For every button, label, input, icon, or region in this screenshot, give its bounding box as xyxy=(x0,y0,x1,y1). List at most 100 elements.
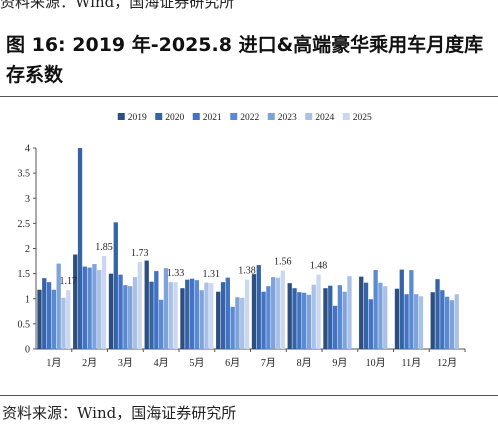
top-divider xyxy=(0,96,498,97)
bar-2020 xyxy=(149,281,154,349)
bar-2024 xyxy=(347,276,352,349)
x-tick-label: 3月 xyxy=(118,357,133,369)
bar-2022 xyxy=(230,306,235,349)
data-label: 1.33 xyxy=(167,268,185,279)
y-tick-label: 2.5 xyxy=(18,219,31,230)
bar-2025 xyxy=(316,274,321,349)
legend-swatch-2021 xyxy=(192,113,200,120)
bar-2019 xyxy=(108,273,114,350)
y-tick-label: 0.5 xyxy=(18,319,31,330)
bar-2021 xyxy=(368,299,373,349)
x-tick-label: 9月 xyxy=(332,357,347,369)
bar-2019 xyxy=(37,289,42,349)
bar-2025 xyxy=(66,290,71,349)
bar-2020 xyxy=(256,265,261,349)
bar-2024 xyxy=(168,282,173,349)
bar-2024 xyxy=(240,297,245,349)
bar-2024 xyxy=(204,282,209,349)
bar-2023 xyxy=(128,286,133,349)
bar-2022 xyxy=(87,267,92,349)
legend-swatch-2022 xyxy=(230,113,238,120)
legend-swatch-2023 xyxy=(267,113,275,120)
bar-2024 xyxy=(383,286,388,349)
bar-2023 xyxy=(342,291,347,349)
bar-2021 xyxy=(46,282,52,349)
bar-2022 xyxy=(301,292,307,349)
bar-2020 xyxy=(185,279,190,349)
bar-2025 xyxy=(101,256,107,349)
y-tick-label: 4 xyxy=(25,144,30,155)
data-label: 1.85 xyxy=(95,242,113,253)
legend-label: 2024 xyxy=(315,113,334,123)
bar-2023 xyxy=(414,294,419,349)
bar-2019 xyxy=(144,260,149,349)
bar-2020 xyxy=(77,148,83,349)
data-label: 1.17 xyxy=(60,276,78,287)
bar-2019 xyxy=(73,254,78,349)
bar-2025 xyxy=(244,279,250,349)
bar-2023 xyxy=(306,294,312,349)
bar-2019 xyxy=(287,283,292,349)
legend-swatch-2019 xyxy=(117,113,125,120)
y-tick-label: 1 xyxy=(25,294,30,305)
bar-2024 xyxy=(311,284,316,349)
legend-label: 2021 xyxy=(203,113,222,123)
bar-2024 xyxy=(454,294,459,349)
y-tick-label: 3 xyxy=(25,194,30,205)
bar-2021 xyxy=(154,271,159,349)
bar-2019 xyxy=(251,274,257,349)
bar-2020 xyxy=(220,282,226,349)
bar-2023 xyxy=(199,290,204,349)
y-tick-label: 1.5 xyxy=(18,269,31,280)
bar-2019 xyxy=(180,288,185,349)
bar-2023 xyxy=(378,282,383,349)
bar-2023 xyxy=(235,297,240,349)
x-tick-label: 8月 xyxy=(297,357,312,369)
y-tick-label: 2 xyxy=(25,244,30,255)
bar-2022 xyxy=(337,285,343,349)
x-tick-label: 11月 xyxy=(402,357,422,369)
bottom-divider xyxy=(0,395,498,396)
x-tick-label: 10月 xyxy=(366,357,386,369)
bar-2025 xyxy=(280,270,285,349)
bar-2021 xyxy=(297,292,302,349)
bar-2021 xyxy=(404,294,409,349)
bar-2022 xyxy=(123,285,128,349)
x-tick-label: 5月 xyxy=(189,357,204,369)
bar-2021 xyxy=(332,305,338,349)
bar-2022 xyxy=(373,270,378,349)
bar-chart: 0 0.5 1 1.5 2 2.5 3 3.5 4 1月 2月 3月 4月 5月 6月 7月 8月 9月 10月 11… xyxy=(18,113,466,369)
legend-swatch-2025 xyxy=(342,113,350,120)
y-tick-label: 0 xyxy=(25,345,30,356)
bar-2023 xyxy=(56,263,61,349)
bar-2022 xyxy=(51,289,57,349)
bar-2020 xyxy=(328,285,333,349)
bar-2025 xyxy=(209,283,214,349)
bar-2024 xyxy=(132,277,138,349)
bar-2025 xyxy=(137,262,142,349)
x-tick-label: 2月 xyxy=(82,357,97,369)
bar-2019 xyxy=(216,291,221,349)
bar-2022 xyxy=(194,280,200,349)
source-note-top: 资料来源：Wind，国海证券研究所 xyxy=(0,0,235,11)
legend-swatch-2024 xyxy=(305,113,313,120)
bar-2022 xyxy=(266,286,271,349)
bar-2020 xyxy=(42,278,47,349)
bar-2024 xyxy=(61,297,66,349)
data-label: 1.31 xyxy=(203,269,221,280)
legend-swatch-2020 xyxy=(155,113,163,120)
bar-2021 xyxy=(440,290,445,349)
x-tick-label: 6月 xyxy=(225,357,240,369)
source-note-bottom: 资料来源：Wind，国海证券研究所 xyxy=(2,404,237,422)
figure-title: 图 16: 2019 年-2025.8 进口&高端豪华乘用车月度库存系数 xyxy=(6,34,484,86)
bar-2020 xyxy=(292,288,297,349)
bar-2020 xyxy=(399,269,404,349)
bar-2019 xyxy=(430,292,435,349)
legend-label: 2022 xyxy=(240,113,259,123)
bar-2020 xyxy=(363,282,369,349)
legend-label: 2020 xyxy=(165,113,184,123)
x-tick-label: 12月 xyxy=(437,357,457,369)
bar-2021 xyxy=(118,274,123,349)
legend-label: 2025 xyxy=(353,113,372,123)
data-label: 1.38 xyxy=(238,266,256,277)
